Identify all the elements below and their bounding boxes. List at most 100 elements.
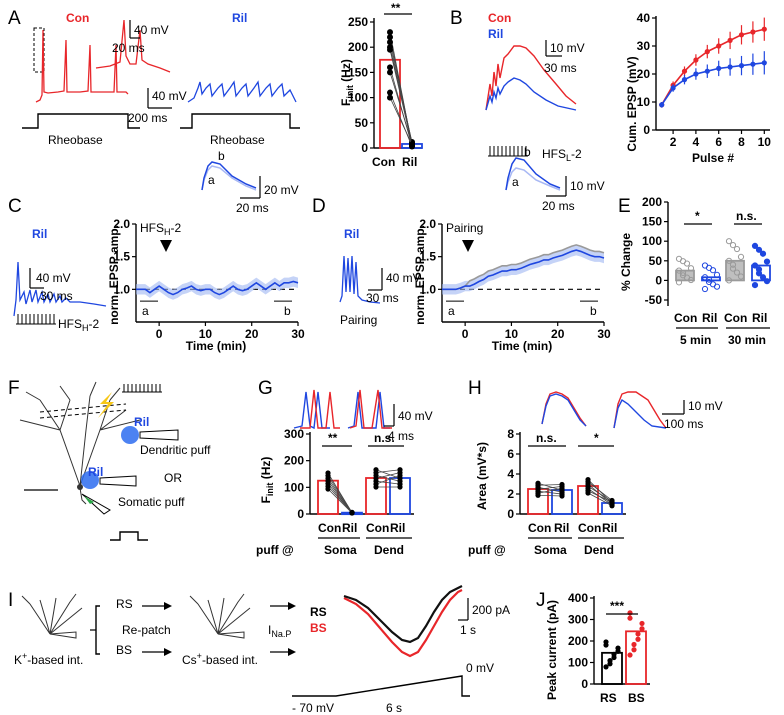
e-sig1: *	[695, 209, 700, 223]
e-point-1-8	[701, 262, 709, 269]
b-xtick-label-3: 8	[738, 135, 745, 149]
e-point-2-4	[725, 257, 733, 264]
i-leg-rs: RS	[310, 605, 327, 619]
h-pt-a-0-6	[535, 490, 541, 496]
d-xtick-label-0: 0	[462, 327, 469, 341]
e-point-3-4	[751, 262, 759, 269]
g-pair-line-0-4	[327, 480, 353, 513]
panel-label-e: E	[618, 196, 631, 217]
a-step-con-label: Rheobase	[48, 133, 103, 147]
b-series-1	[661, 62, 765, 106]
a-con-inset-trace	[95, 19, 171, 73]
lightning-icon	[98, 392, 114, 418]
panel-label-f: F	[8, 378, 20, 399]
d-ytick-label-0: 1.0	[419, 282, 436, 296]
e-point-1-0	[701, 285, 709, 293]
f-step	[110, 531, 148, 541]
d-sb-mv: 40 mV	[386, 271, 421, 285]
c-marker-b: b	[284, 304, 291, 318]
b-ylabel: Cum. EPSP (mV)	[625, 56, 639, 151]
h-sb-ms: 100 ms	[664, 417, 703, 431]
j-bar-chart: Peak current (pA) 0 100 200 300 400 *** RS B…	[545, 591, 650, 705]
b-point-0-5	[716, 43, 722, 49]
b-point-0-6	[727, 37, 733, 44]
c-xtick-label-2: 20	[245, 327, 259, 341]
j-point-0-7	[615, 648, 621, 654]
a-step-con	[22, 113, 140, 129]
a-ytick-label-0: 0	[361, 141, 368, 155]
i-arrow4-head	[288, 648, 296, 656]
a-sb-mv: 40 mV	[134, 23, 169, 37]
j-point-0-8	[603, 642, 609, 648]
panel-label-b: B	[450, 8, 463, 29]
b-point-1-1	[670, 85, 676, 91]
d-ytick-label-2: 2.0	[419, 217, 436, 231]
b-series-0	[661, 28, 765, 106]
b-xtick-label-4: 10	[758, 135, 772, 149]
g-sig1: **	[328, 431, 338, 445]
h-sig2: *	[594, 431, 599, 445]
c-arrow-label: HFSH-2	[140, 221, 181, 237]
g-dend-red	[349, 389, 392, 429]
e-cat-2: Con	[724, 311, 747, 325]
somatic-puff-spot	[81, 471, 99, 489]
j-ytick-label-0: 0	[581, 677, 588, 691]
e-point-2-8	[725, 238, 733, 245]
j-point-1-5	[631, 647, 637, 653]
j-cat-bs: BS	[628, 691, 645, 705]
d-inset-trace-b	[505, 157, 561, 191]
b-xtick-label-0: 2	[670, 135, 677, 149]
a-cat-con: Con	[372, 155, 395, 169]
e-point-1-7	[713, 271, 721, 279]
b-xtick-label-2: 6	[715, 135, 722, 149]
h-pair-line-1-2	[587, 481, 613, 501]
g-pair-line-1-5	[375, 480, 401, 485]
c-inset-b: b	[218, 149, 225, 163]
i-sb-s: 1 s	[460, 623, 476, 637]
b-point-1-7	[738, 63, 745, 69]
c-ril-trace	[13, 261, 107, 317]
a-ytick-label-2: 100	[348, 91, 368, 105]
g-pt-b-1-5	[397, 481, 403, 487]
h-cat-3: Ril	[602, 521, 617, 535]
neuron-cs	[189, 593, 251, 639]
d-ytick-label-1: 1.5	[419, 250, 436, 264]
f-soma-label: Somatic puff	[118, 495, 185, 509]
b-sb-mv: 10 mV	[550, 41, 585, 55]
d-inset-trace-a	[505, 167, 561, 191]
c-marker-a: a	[142, 304, 149, 318]
h-pair-line-1-0	[587, 492, 613, 507]
j-ytick-label-2: 200	[568, 634, 588, 648]
j-bar-1	[625, 630, 647, 685]
neuron-drawing	[19, 381, 141, 505]
f-dend-label: Dendritic puff	[140, 443, 211, 457]
g-cat-3: Ril	[390, 521, 405, 535]
i-ramp-dur: 6 s	[386, 701, 402, 715]
g-soma-blue	[293, 391, 330, 430]
e-point-2-9	[729, 265, 737, 272]
b-sb-ms: 30 ms	[544, 61, 577, 75]
a-cat-ril: Ril	[402, 155, 417, 169]
b-stim-label: HFSL-2	[542, 147, 582, 163]
d-ylabel: norm. EPSP amp.	[413, 225, 427, 325]
c-xtick-label-3: 30	[291, 327, 305, 341]
i-bs-trace	[343, 589, 463, 658]
c-ins-mv: 20 mV	[264, 183, 299, 197]
g-ytick-label-2: 200	[284, 454, 304, 468]
i-arrow2-head	[164, 648, 172, 656]
b-point-1-6	[727, 64, 733, 70]
j-point-1-7	[639, 626, 645, 632]
c-sb-ms: 30 ms	[40, 289, 73, 303]
d-sem-band	[442, 244, 604, 295]
d-inset-a: a	[512, 175, 519, 189]
dendritic-pipette	[139, 429, 179, 441]
panel-label-j: J	[536, 590, 546, 611]
e-ylabel: % Change	[619, 233, 633, 291]
a-pair-line-6	[389, 72, 413, 144]
e-point-3-0	[751, 282, 759, 289]
g-cat-1: Ril	[342, 521, 357, 535]
a-step-ril-label: Rheobase	[210, 133, 265, 147]
e-ytick-label-4: 150	[642, 215, 662, 229]
e-point-1-9	[705, 278, 713, 286]
